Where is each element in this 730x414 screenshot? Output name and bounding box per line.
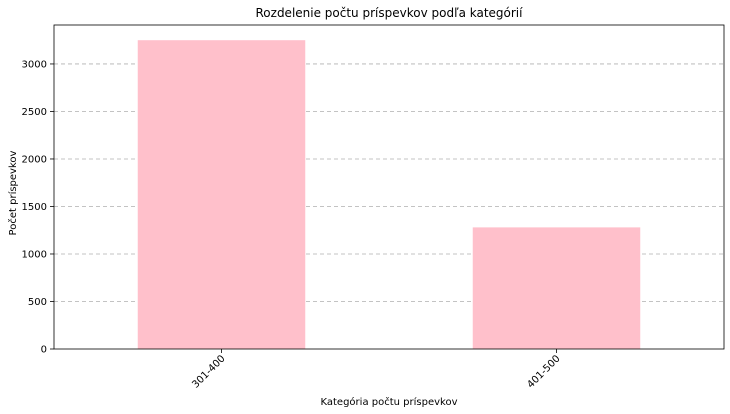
y-axis-ticks: 0 500 1000 1500 2000 2500 3000 [22,59,54,356]
x-tick-label: 401-500 [525,353,562,390]
y-tick-label: 2000 [22,154,47,165]
x-tick-label: 301-400 [190,353,227,390]
bar-401-500 [472,227,641,349]
x-axis-label: Kategória počtu príspevkov [321,396,458,408]
bars [137,40,641,350]
x-axis-ticks: 301-400 401-500 [190,349,563,391]
plot-area-frame [53,24,725,350]
y-tick-label: 1500 [22,202,47,213]
y-tick-label: 0 [41,345,47,356]
y-tick-label: 500 [28,297,47,308]
y-tick-label: 3000 [22,59,47,70]
y-tick-label: 2500 [22,107,47,118]
chart-title: Rozdelenie počtu príspevkov podľa kategó… [256,6,524,20]
y-tick-label: 1000 [22,249,47,260]
bar-301-400 [137,40,306,350]
y-axis-label: Počet príspevkov [7,150,19,235]
